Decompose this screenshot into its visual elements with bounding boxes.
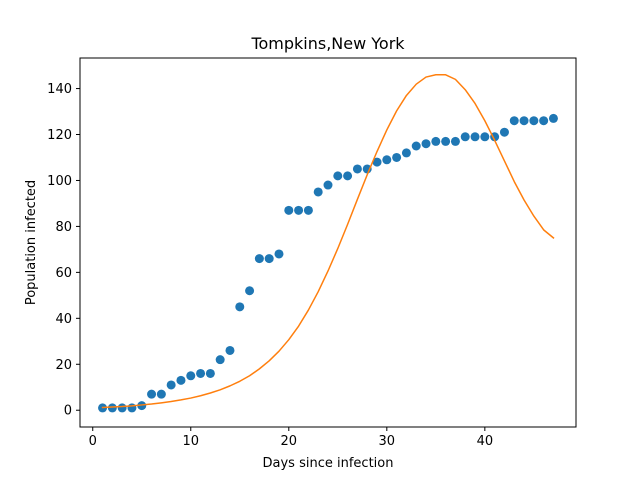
data-point — [372, 157, 382, 167]
data-point — [176, 375, 186, 385]
data-point — [294, 205, 304, 215]
plot-marks — [98, 74, 558, 413]
data-point — [548, 113, 558, 123]
data-point — [450, 136, 460, 146]
data-point — [303, 205, 313, 215]
data-point — [333, 171, 343, 181]
series-line — [101, 74, 555, 409]
data-point — [284, 205, 294, 215]
x-axis-label: Days since infection — [263, 456, 394, 471]
data-point — [343, 171, 353, 181]
data-point — [480, 132, 490, 142]
data-point — [127, 403, 137, 413]
data-point — [274, 249, 284, 259]
data-point — [352, 164, 362, 174]
y-tick-label: 100 — [47, 174, 72, 189]
data-point — [382, 155, 392, 165]
data-point — [156, 389, 166, 399]
data-point — [166, 380, 176, 390]
y-tick-label: 60 — [55, 266, 72, 281]
y-tick-label: 120 — [47, 128, 72, 143]
data-point — [186, 371, 196, 381]
x-tick-label: 0 — [89, 434, 97, 449]
x-tick-label: 10 — [182, 434, 199, 449]
data-point — [421, 139, 431, 149]
data-point — [117, 403, 127, 413]
y-axis: 0 20 40 60 80 100 120 140 — [47, 82, 80, 419]
data-point — [254, 254, 264, 264]
data-point — [529, 116, 539, 126]
data-point — [431, 136, 441, 146]
chart-title: Tompkins,New York — [250, 34, 405, 53]
y-tick-label: 40 — [55, 312, 72, 327]
data-point — [441, 136, 451, 146]
y-tick-label: 140 — [47, 82, 72, 97]
y-tick-label: 0 — [64, 404, 72, 419]
data-point — [460, 132, 470, 142]
data-point — [323, 180, 333, 190]
data-point — [509, 116, 519, 126]
data-point — [392, 152, 402, 162]
x-tick-label: 20 — [281, 434, 298, 449]
data-point — [411, 141, 421, 151]
data-point — [235, 302, 245, 312]
y-axis-label: Population infected — [24, 180, 39, 305]
x-tick-label: 40 — [477, 434, 494, 449]
data-point — [499, 127, 509, 137]
data-point — [470, 132, 480, 142]
data-point — [313, 187, 323, 197]
data-point — [225, 345, 235, 355]
x-axis: 0 10 20 30 40 — [89, 427, 494, 449]
x-tick-label: 30 — [379, 434, 396, 449]
data-point — [264, 254, 274, 264]
y-tick-label: 80 — [55, 220, 72, 235]
data-point — [539, 116, 549, 126]
data-point — [401, 148, 411, 158]
data-point — [205, 368, 215, 378]
data-point — [245, 286, 255, 296]
data-point — [196, 368, 206, 378]
plot-frame — [79, 57, 577, 428]
data-point — [215, 355, 225, 365]
data-point — [147, 389, 157, 399]
data-point — [107, 403, 117, 413]
data-point — [519, 116, 529, 126]
y-tick-label: 20 — [55, 358, 72, 373]
